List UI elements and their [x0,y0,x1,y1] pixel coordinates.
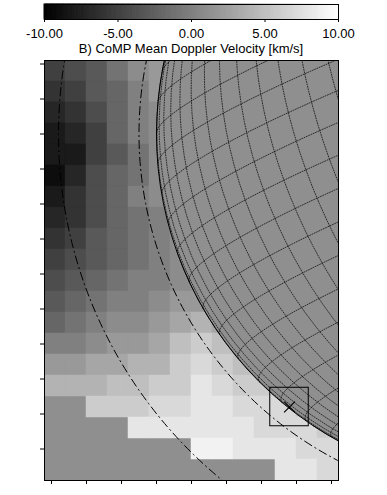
svg-text:-5.00: -5.00 [103,26,133,41]
svg-text:0.00: 0.00 [179,26,204,41]
svg-text:10.00: 10.00 [322,26,355,41]
svg-text:-10.00: -10.00 [26,26,63,41]
html-text:B) CoMP Mean Doppler Velocity: B) CoMP Mean Doppler Velocity [km/s] [78,41,304,56]
svg-text:5.00: 5.00 [252,26,277,41]
